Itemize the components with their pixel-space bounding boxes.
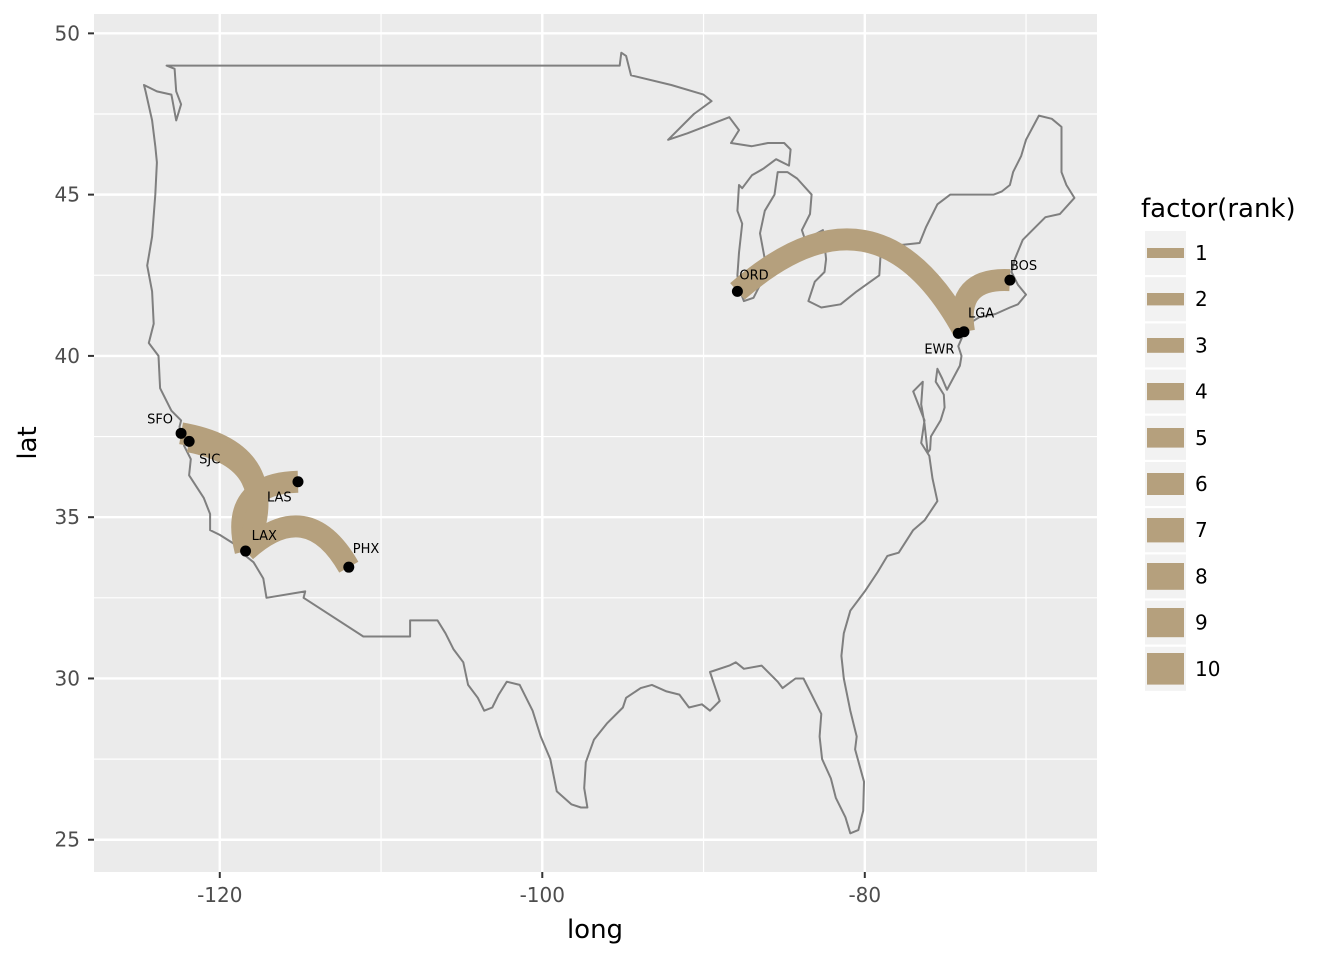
legend-key-4: 4 [1145,369,1208,414]
legend-label: 6 [1195,472,1208,496]
panel-background [94,14,1097,872]
x-axis: -120 -100 -80 [197,872,881,907]
airport-point-las [292,476,304,488]
legend-key-swatch [1147,293,1184,306]
legend-label: 10 [1195,657,1220,681]
legend-key-swatch [1147,518,1184,543]
legend-label: 3 [1195,333,1208,357]
legend-key-7: 7 [1145,508,1208,553]
legend-key-swatch [1147,653,1184,685]
airport-points [175,274,1016,573]
legend-key-1: 1 [1145,231,1208,275]
legend-label: 2 [1195,287,1208,311]
route-arc-bos-lga [951,269,1011,334]
legend-key-6: 6 [1145,462,1208,506]
airport-label-lga: LGA [968,307,994,322]
y-tick-label: 50 [55,21,80,45]
legend-key-9: 9 [1145,600,1208,645]
airport-point-bos [1004,274,1016,286]
airport-labels: SFO SJC LAS LAX PHX ORD BOS LGA EWR [147,259,1037,557]
airport-label-bos: BOS [1010,259,1037,274]
airport-label-sfo: SFO [147,412,173,427]
x-axis-title: long [567,915,623,945]
y-axis: 25 30 35 40 45 50 [55,21,94,852]
grid-major [94,14,1097,872]
airport-point-sjc [183,435,195,447]
airport-point-phx [343,561,355,573]
legend-key-8: 8 [1145,554,1208,599]
x-tick-label: -100 [520,883,565,907]
airport-label-las: LAS [267,491,292,506]
legend-key-swatch [1147,608,1184,638]
route-arc-lax-sjc [186,430,269,556]
airport-label-ewr: EWR [924,342,954,357]
airport-point-lax [240,545,252,557]
x-tick-label: -120 [197,883,242,907]
legend-key-swatch [1147,383,1184,401]
legend-title: factor(rank) [1141,194,1296,224]
route-arc-ord-lga [730,228,974,337]
legend-label: 4 [1195,380,1208,404]
flight-routes [179,228,1011,573]
legend-key-3: 3 [1145,323,1208,368]
legend-label: 1 [1195,241,1208,265]
legend-key-swatch [1147,563,1184,590]
airport-label-phx: PHX [353,542,380,557]
legend-label: 5 [1195,426,1208,450]
airport-label-sjc: SJC [199,452,220,467]
airport-label-lax: LAX [252,529,277,544]
legend-key-10: 10 [1145,646,1220,691]
legend-label: 8 [1195,564,1208,588]
y-tick-label: 25 [55,828,80,852]
legend-key-swatch [1147,428,1184,448]
legend-label: 9 [1195,611,1208,635]
y-axis-title: lat [13,426,43,459]
airport-point-ewr [952,327,964,339]
airport-point-ord [731,285,743,297]
airport-label-ord: ORD [739,268,768,283]
y-tick-label: 40 [55,344,80,368]
legend-key-swatch [1147,338,1184,353]
airport-point-sfo [175,427,187,439]
legend-key-swatch [1147,473,1184,495]
us-border-outline [143,51,1076,835]
legend-key-swatch [1147,248,1184,258]
y-tick-label: 35 [55,505,80,529]
x-tick-label: -80 [848,883,881,907]
legend: factor(rank) 1 2 3 4 5 6 7 8 9 10 [1141,194,1296,691]
legend-label: 7 [1195,518,1208,542]
y-tick-label: 30 [55,666,80,690]
grid-minor [57,14,1097,872]
y-tick-label: 45 [55,183,80,207]
legend-key-5: 5 [1145,415,1208,460]
legend-key-2: 2 [1145,277,1208,322]
